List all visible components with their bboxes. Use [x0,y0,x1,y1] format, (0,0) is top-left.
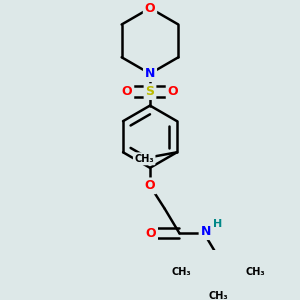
Text: CH₃: CH₃ [209,291,229,300]
Text: O: O [168,85,178,98]
Text: O: O [122,85,132,98]
Text: O: O [145,179,155,192]
Text: S: S [146,85,154,98]
Text: CH₃: CH₃ [171,267,191,277]
Text: N: N [200,225,211,238]
Text: O: O [145,2,155,15]
Text: N: N [145,67,155,80]
Text: CH₃: CH₃ [245,267,265,277]
Text: CH₃: CH₃ [134,154,154,164]
Text: O: O [146,227,156,240]
Text: H: H [212,218,222,229]
